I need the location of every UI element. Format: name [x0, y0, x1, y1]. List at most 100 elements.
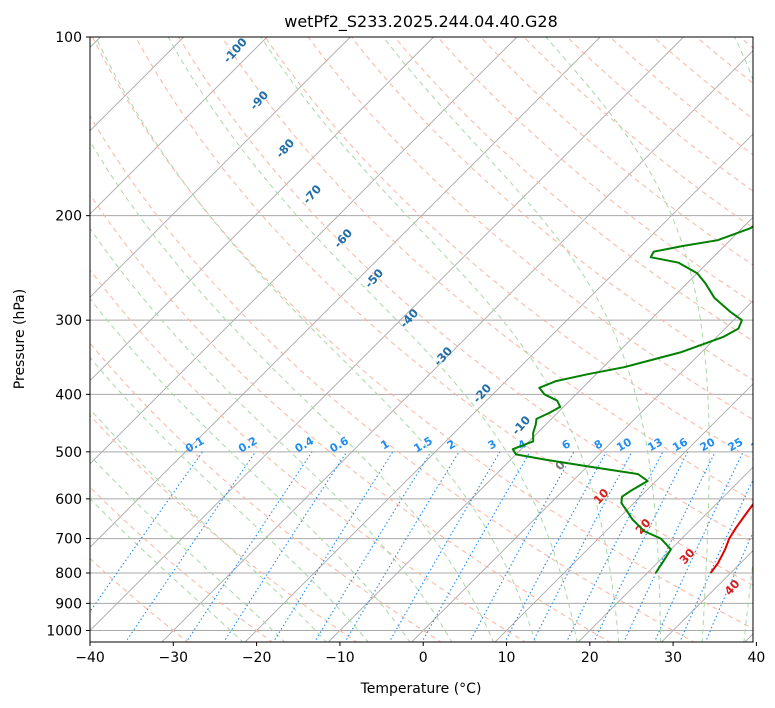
red-level-label: 10: [590, 486, 611, 507]
theta-e-label: -100: [220, 35, 250, 66]
x-tick-label: 20: [581, 650, 599, 666]
x-axis: −40−30−20−1001020304050: [75, 642, 765, 666]
red-level-label: 40: [721, 577, 742, 598]
theta-e-label: -40: [397, 306, 421, 331]
theta-e-label: -60: [331, 226, 355, 251]
isotherm-line: [90, 37, 518, 465]
background-lines: [90, 37, 753, 642]
mixing-ratio-line: [125, 451, 256, 642]
moist-adiabat-line: [90, 408, 328, 642]
mixing-ratio-line: [185, 451, 313, 642]
theta-e-label: -10: [509, 413, 533, 438]
isotherm-line: [90, 37, 601, 548]
x-tick-label: −40: [75, 650, 105, 666]
sounding-profiles: [511, 224, 753, 574]
chart-title: wetPf2_S233.2025.244.04.40.G28: [284, 12, 558, 32]
dry-adiabat-line: [394, 37, 753, 342]
moist-adiabat-line: [90, 297, 411, 642]
moist-adiabat-line: [90, 227, 453, 642]
x-tick-label: −20: [242, 650, 272, 666]
moist-adiabat-line: [90, 497, 244, 642]
mixing-ratio-line: [469, 451, 575, 642]
mixing-ratio-label: 2: [445, 437, 458, 452]
mixing-ratio-line: [504, 451, 607, 642]
dry-adiabat-line: [437, 37, 753, 304]
plot-frame: [89, 36, 754, 643]
dry-adiabat-line: [696, 37, 753, 84]
dry-adiabat-line: [264, 37, 753, 461]
x-tick-label: −30: [159, 650, 189, 666]
mixing-ratio-line: [90, 451, 203, 613]
theta-e-label: -20: [470, 381, 494, 406]
mixing-ratio-label: 6: [560, 437, 573, 452]
y-tick-label: 900: [55, 596, 82, 612]
gray-zero-label: 0: [552, 458, 568, 473]
y-tick-label: 400: [55, 387, 82, 403]
dry-adiabat-line: [90, 414, 358, 642]
mixing-ratio-line: [344, 451, 460, 642]
mixing-ratio-line: [388, 451, 501, 642]
isotherm-line: [90, 37, 434, 382]
y-tick-label: 600: [55, 492, 82, 508]
mixing-ratio-line: [705, 530, 753, 642]
x-tick-label: 30: [664, 650, 682, 666]
isotherm-line: [90, 37, 684, 632]
y-tick-label: 700: [55, 532, 82, 548]
mixing-ratio-label: 30: [749, 435, 769, 454]
moist-adiabat-line: [260, 37, 620, 642]
dry-adiabat-line: [135, 37, 753, 586]
moist-adiabat-line: [382, 37, 661, 642]
moist-adiabat-line: [90, 140, 495, 642]
x-tick-label: −10: [325, 650, 355, 666]
moist-adiabat-line: [733, 37, 753, 642]
isotherm-line: [90, 37, 268, 215]
x-tick-label: 10: [498, 650, 516, 666]
y-tick-label: 800: [55, 566, 82, 582]
mixing-ratio-line: [653, 451, 744, 642]
isotherm-line: [327, 216, 753, 642]
y-tick-label: 1000: [46, 624, 82, 640]
mixing-ratio-line: [593, 451, 689, 642]
dry-adiabat-line: [92, 37, 753, 630]
dry-adiabat-line: [351, 37, 753, 381]
theta-e-label: -80: [273, 136, 297, 161]
x-tick-label: 40: [747, 650, 765, 666]
y-axis: 100 200 300 400 500 600 700 800 900 1000: [46, 30, 90, 640]
isotherm-line: [90, 37, 351, 298]
dry-adiabat-line: [480, 37, 753, 266]
isotherm-line: [244, 133, 753, 642]
y-tick-label: 300: [55, 313, 82, 329]
isotherm-line: [161, 50, 753, 642]
dewpoint-profile-line: [511, 224, 753, 574]
mixing-ratio-line: [421, 451, 531, 642]
mixing-ratio-line: [223, 451, 348, 642]
theta-e-label: -90: [247, 88, 271, 113]
line-labels: 0.1 0.2 0.4 0.6 1 1.5 2 3 4 6 8 10 13 16 20 25 30 36-100-…: [183, 35, 769, 598]
moist-adiabat-line: [95, 37, 536, 642]
x-tick-label: 0: [419, 650, 428, 666]
moist-adiabat-line: [545, 37, 710, 642]
mixing-ratio-line: [314, 451, 432, 642]
moist-adiabat-line: [90, 356, 369, 642]
y-tick-label: 100: [55, 30, 82, 46]
theta-e-label: -30: [431, 344, 455, 369]
dry-adiabat-line: [523, 37, 753, 229]
moist-adiabat-line: [167, 37, 578, 642]
mixing-ratio-line: [565, 451, 664, 642]
mixing-ratio-label: 1: [379, 437, 392, 452]
dry-adiabat-line: [739, 37, 753, 49]
temperature-profile-line: [709, 502, 753, 574]
red-level-label: 30: [676, 546, 697, 567]
dry-adiabat-line: [307, 37, 753, 421]
isotherm-line: [494, 383, 753, 642]
x-axis-label: Temperature (°C): [360, 681, 482, 697]
dry-adiabat-line: [178, 37, 753, 543]
dry-adiabat-line: [90, 557, 189, 642]
mixing-ratio-line: [532, 451, 633, 642]
moist-adiabat-line: [90, 454, 286, 642]
y-tick-label: 200: [55, 209, 82, 225]
theta-e-label: -50: [362, 266, 386, 291]
dry-adiabat-line: [90, 193, 611, 642]
dry-adiabat-line: [90, 114, 696, 642]
dry-adiabat-line: [90, 486, 273, 642]
